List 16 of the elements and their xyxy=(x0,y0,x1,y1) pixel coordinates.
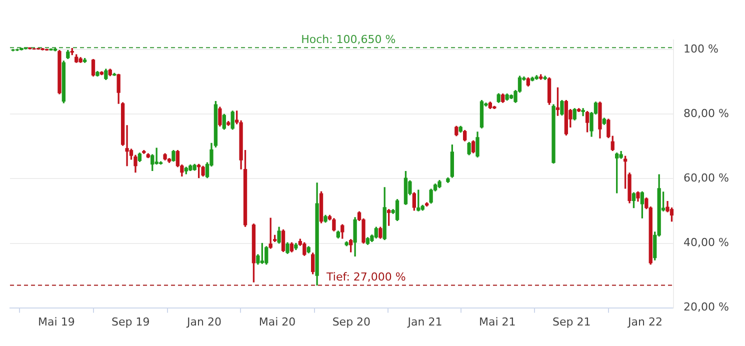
x-tick-label: Jan 20 xyxy=(186,315,222,328)
ref-line-label: Tief: 27,000 % xyxy=(326,270,406,284)
x-tick-label: Sep 19 xyxy=(112,315,150,328)
x-tick-label: Sep 21 xyxy=(552,315,591,328)
y-tick-label: 60,00 % xyxy=(684,172,730,185)
x-tick-label: Sep 20 xyxy=(332,315,371,328)
x-tick-label: Mai 20 xyxy=(258,315,296,328)
y-tick-label: 100 % xyxy=(684,42,719,56)
x-tick-label: Mai 21 xyxy=(479,315,516,328)
y-tick-label: 20,00 % xyxy=(684,300,730,314)
x-tick-label: Mai 19 xyxy=(38,315,75,328)
y-tick-label: 40,00 % xyxy=(684,236,730,250)
x-tick-label: Jan 21 xyxy=(406,315,442,328)
y-tick-label: 80,00 % xyxy=(684,107,730,120)
x-tick-label: Jan 22 xyxy=(626,315,662,328)
ref-line-label: Hoch: 100,650 % xyxy=(301,32,396,46)
